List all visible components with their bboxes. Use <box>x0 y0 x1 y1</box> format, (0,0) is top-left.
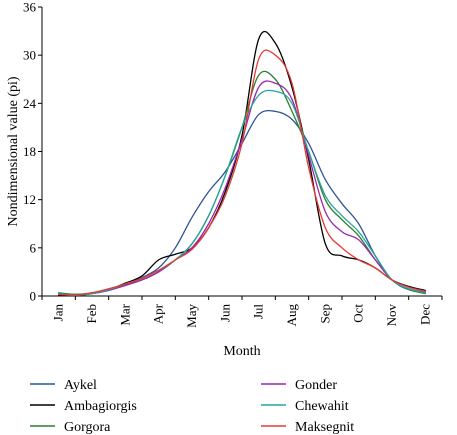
x-tick-label: Apr <box>151 303 166 324</box>
x-tick-label: May <box>184 304 199 328</box>
series-line-gorgora <box>58 70 426 296</box>
y-tick-label: 36 <box>23 0 37 15</box>
y-tick-label: 6 <box>30 240 37 255</box>
y-tick-label: 12 <box>23 192 36 207</box>
axes <box>41 7 442 297</box>
x-tick-label: Sep <box>317 304 332 324</box>
y-tick-label: 18 <box>23 144 36 159</box>
x-tick-label: Mar <box>117 303 132 325</box>
y-axis-title: Nondimensional value (pi) <box>6 76 21 226</box>
x-tick-label: Jan <box>51 304 66 322</box>
x-tick-label: Aug <box>284 304 299 327</box>
legend-label-maksegnit: Maksegnit <box>295 420 354 435</box>
x-tick-label: Feb <box>84 304 99 324</box>
y-tick-label: 30 <box>23 48 36 63</box>
legend-label-ambagiorgis: Ambagiorgis <box>64 399 137 414</box>
series-line-gonder <box>58 80 426 296</box>
series-line-maksegnit <box>58 49 426 296</box>
x-tick-label: Jun <box>217 304 232 323</box>
y-tick-label: 0 <box>30 289 37 304</box>
x-tick-label: Dec <box>417 304 432 325</box>
x-tick-label: Jul <box>251 304 266 320</box>
series-line-ambagiorgis <box>58 30 426 296</box>
y-ticks: 0 6 12 18 24 30 36 <box>23 0 42 304</box>
legend-label-gonder: Gonder <box>295 378 337 393</box>
y-tick-label: 24 <box>23 96 37 111</box>
legend: Aykel Ambagiorgis Gorgora Gonder Chewahit Mak… <box>30 378 354 435</box>
x-ticks: Jan Feb Mar Apr May Jun Jul Aug Sep Oct Nov Dec <box>41 296 443 328</box>
legend-label-gorgora: Gorgora <box>64 420 111 435</box>
x-tick-label: Nov <box>384 304 399 327</box>
legend-label-aykel: Aykel <box>64 378 97 393</box>
x-tick-label: Oct <box>351 304 366 323</box>
legend-label-chewahit: Chewahit <box>295 399 349 414</box>
series-lines <box>58 30 426 296</box>
x-axis-title: Month <box>223 344 260 359</box>
